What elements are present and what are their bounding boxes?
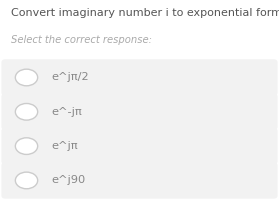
Circle shape (15, 69, 38, 86)
Text: Select the correct response:: Select the correct response: (11, 35, 152, 45)
Text: e^-jπ: e^-jπ (52, 107, 82, 117)
FancyBboxPatch shape (1, 162, 278, 199)
Circle shape (15, 138, 38, 154)
FancyBboxPatch shape (1, 59, 278, 96)
FancyBboxPatch shape (1, 94, 278, 130)
Text: e^jπ/2: e^jπ/2 (52, 72, 89, 83)
Text: e^j90: e^j90 (52, 175, 86, 186)
Text: Convert imaginary number i to exponential form.: Convert imaginary number i to exponentia… (11, 8, 279, 18)
FancyBboxPatch shape (1, 128, 278, 164)
Text: e^jπ: e^jπ (52, 141, 78, 151)
Circle shape (15, 103, 38, 120)
Circle shape (15, 172, 38, 189)
